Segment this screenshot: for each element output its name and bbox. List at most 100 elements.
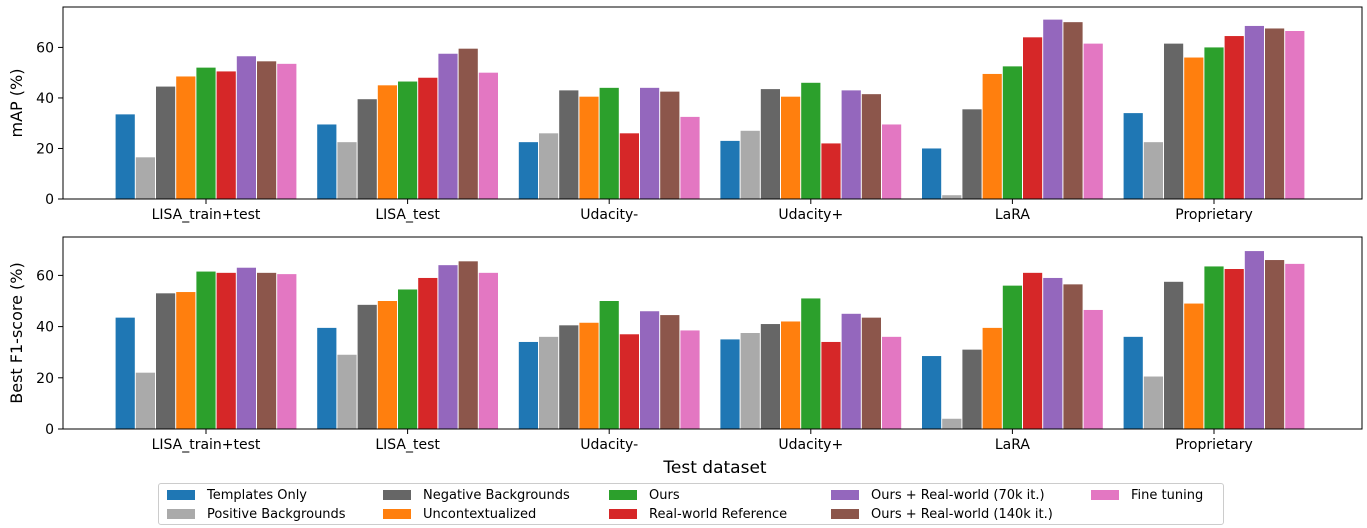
bar (357, 99, 377, 199)
legend-swatch (831, 509, 859, 519)
bar (821, 341, 841, 429)
legend-label: Ours + Real-world (140k it.) (871, 506, 1053, 522)
plot-frame (62, 6, 1363, 200)
bar (680, 116, 700, 199)
bar (962, 109, 982, 199)
legend-item: Ours + Real-world (140k it.) (831, 505, 1053, 523)
bar (438, 53, 458, 199)
legend-label: Fine tuning (1131, 487, 1204, 503)
legend-item: Templates Only (167, 486, 307, 504)
bar (1083, 309, 1103, 429)
bar (135, 157, 155, 199)
bar (1285, 263, 1305, 429)
bar (720, 339, 740, 429)
legend-item: Ours + Real-world (70k it.) (831, 486, 1045, 504)
bar (1265, 260, 1285, 429)
bar (982, 327, 1002, 429)
bar (599, 301, 619, 429)
bar (1204, 47, 1224, 199)
bar (1224, 36, 1244, 199)
x-axis-title: Test dataset (662, 458, 766, 478)
bar (377, 301, 397, 429)
bar (1002, 66, 1022, 200)
x-tick-label: LaRA (995, 437, 1031, 453)
legend-label: Negative Backgrounds (423, 487, 570, 503)
bar (1164, 43, 1184, 199)
bar (640, 311, 660, 429)
y-tick-label: 60 (36, 40, 54, 56)
bar (882, 336, 902, 429)
bar (317, 327, 337, 429)
bar (1164, 281, 1184, 429)
bar (539, 133, 559, 199)
bar (579, 96, 599, 199)
bar (781, 321, 801, 429)
bar (1043, 19, 1063, 199)
bar (176, 292, 196, 429)
y-axis-label: mAP (%) (7, 69, 26, 138)
bar (982, 73, 1002, 199)
legend-swatch (609, 509, 637, 519)
bar (962, 349, 982, 429)
x-tick-label: LISA_test (375, 207, 440, 223)
y-tick-label: 20 (36, 141, 54, 157)
x-tick-label: LaRA (995, 207, 1031, 223)
bar (398, 81, 418, 199)
bar (518, 341, 538, 429)
bar (1063, 22, 1083, 199)
bar (418, 277, 438, 429)
x-tick-label: LISA_train+test (152, 437, 261, 453)
bar (559, 325, 579, 429)
bar (942, 418, 962, 429)
bar (1265, 28, 1285, 199)
legend-label: Uncontextualized (423, 506, 537, 522)
bar (579, 322, 599, 429)
bar (720, 140, 740, 199)
y-tick-label: 40 (36, 320, 54, 336)
bar (236, 267, 256, 429)
bar (760, 89, 780, 199)
bar (740, 333, 760, 429)
bar (1143, 376, 1163, 429)
legend-swatch (831, 490, 859, 500)
bar (680, 330, 700, 429)
y-tick-label: 20 (36, 371, 54, 387)
legend-item: Ours (609, 486, 680, 504)
legend-label: Real-world Reference (649, 506, 788, 522)
x-tick-label: LISA_train+test (152, 207, 261, 223)
x-tick-label: Udacity- (580, 207, 638, 223)
bar (1023, 37, 1043, 199)
bar (236, 56, 256, 200)
legend-label: Positive Backgrounds (207, 506, 346, 522)
bar (660, 91, 680, 199)
bar (740, 130, 760, 199)
bar (277, 274, 297, 429)
x-tick-label: Proprietary (1175, 207, 1252, 223)
bar (115, 114, 135, 199)
bar (781, 96, 801, 199)
bar (337, 142, 357, 199)
legend-swatch (167, 509, 195, 519)
bar (1063, 284, 1083, 429)
f1-panel: 0 20 40 60 LISA_train+test LISA_test Udacity- U… (7, 236, 1363, 453)
y-axis-label: Best F1-score (%) (7, 262, 26, 403)
bar (861, 317, 881, 429)
bar (1023, 272, 1043, 429)
x-tick-label: Udacity+ (778, 437, 843, 453)
bar (1143, 142, 1163, 199)
bar (458, 48, 478, 200)
bar (1043, 277, 1063, 429)
legend-label: Ours + Real-world (70k it.) (871, 487, 1045, 503)
legend-item: Real-world Reference (609, 505, 787, 523)
bar (337, 354, 357, 429)
bar (640, 87, 660, 199)
bar (377, 85, 397, 199)
bar (660, 315, 680, 429)
legend-item: Fine tuning (1091, 486, 1203, 504)
bar (196, 67, 216, 199)
bar (1184, 303, 1204, 429)
map-panel: 0 20 40 60 LISA_train+test LISA_test Udacity- U… (7, 6, 1363, 223)
bar (478, 272, 498, 429)
legend-swatch (383, 490, 411, 500)
bar (841, 313, 861, 429)
